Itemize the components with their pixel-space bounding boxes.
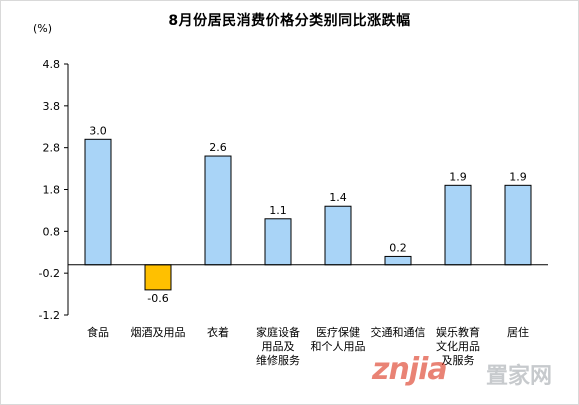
bar xyxy=(204,155,232,266)
data-label: 1.9 xyxy=(509,170,527,183)
watermark-logo: znjia xyxy=(372,352,448,387)
y-tick-label: 3.8 xyxy=(43,100,61,113)
bar xyxy=(444,184,472,266)
x-tick-label: 医疗保健 xyxy=(316,325,360,339)
x-tick-label: 居住 xyxy=(507,325,529,339)
x-tick-label: 娱乐教育 xyxy=(436,325,480,339)
bar xyxy=(324,205,352,266)
y-unit-label: (%) xyxy=(33,22,53,35)
y-tick-label: 1.8 xyxy=(43,184,61,197)
x-tick-label: 维修服务 xyxy=(256,353,300,367)
data-label: 0.2 xyxy=(389,241,407,254)
bar xyxy=(84,138,112,266)
bar xyxy=(144,264,172,291)
bar xyxy=(504,184,532,266)
bar xyxy=(384,255,412,266)
data-label: -0.6 xyxy=(147,292,168,305)
y-tick-label: 0.8 xyxy=(43,225,61,238)
y-tick-label: -1.2 xyxy=(39,309,60,322)
chart-title: 8月份居民消费价格分类别同比涨跌幅 xyxy=(168,13,411,29)
x-tick-label: 家庭设备 xyxy=(256,325,300,339)
x-tick-label: 文化用品 xyxy=(436,339,480,353)
x-tick-label: 烟酒及用品 xyxy=(131,325,186,339)
y-tick-label: 4.8 xyxy=(43,58,61,71)
x-tick-label: 用品及 xyxy=(262,340,295,353)
x-tick-label: 及服务 xyxy=(442,354,475,367)
y-tick-label: -0.2 xyxy=(39,267,60,280)
x-tick-label: 和个人用品 xyxy=(311,340,366,353)
x-tick-label: 食品 xyxy=(87,325,109,339)
bar xyxy=(264,218,292,266)
x-tick-label: 衣着 xyxy=(207,325,229,339)
data-label: 2.6 xyxy=(209,141,227,154)
watermark: znjia 置家网 xyxy=(372,352,572,392)
data-label: 1.4 xyxy=(329,191,347,204)
watermark-text: 置家网 xyxy=(486,364,553,389)
x-tick-label: 交通和通信 xyxy=(371,325,426,339)
data-label: 1.1 xyxy=(269,204,287,217)
y-tick-label: 2.8 xyxy=(43,142,61,155)
data-label: 1.9 xyxy=(449,170,467,183)
data-label: 3.0 xyxy=(89,124,107,137)
